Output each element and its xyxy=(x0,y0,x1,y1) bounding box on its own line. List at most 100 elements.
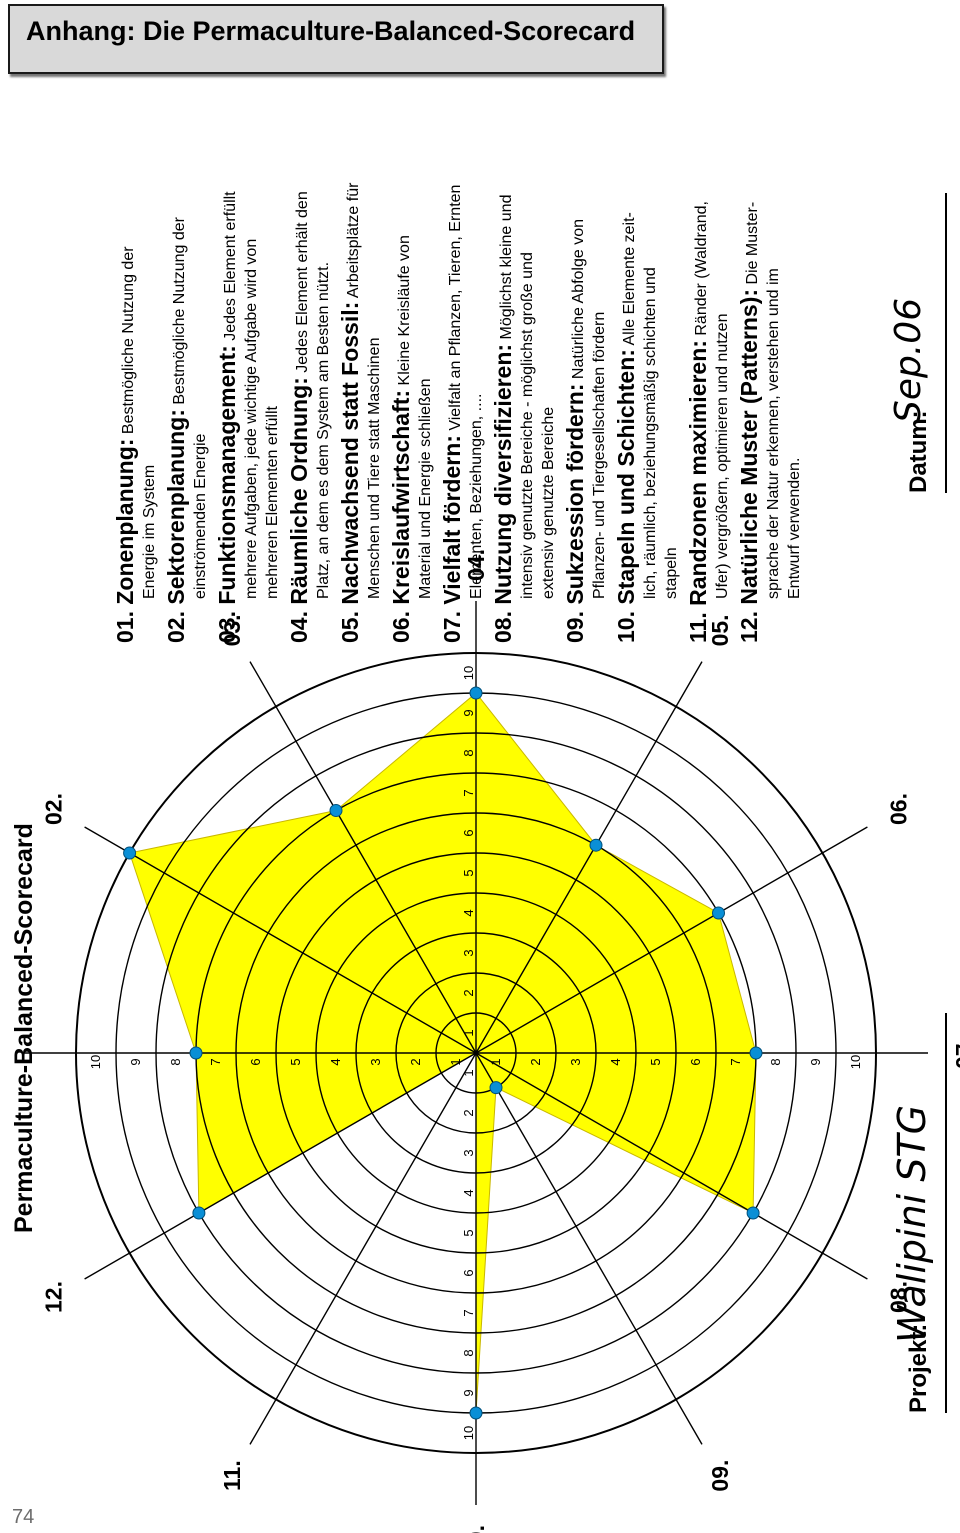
axis-label-8: 08. xyxy=(886,1281,912,1313)
tick-label-4-3: 3 xyxy=(461,949,476,956)
tick-label-7-8: 8 xyxy=(768,1058,783,1065)
legend-heading: 03. Funktionsmanagement: xyxy=(214,345,240,643)
tick-label-1-5: 5 xyxy=(288,1058,303,1065)
date-underline xyxy=(945,193,947,493)
tick-label-4-1: 1 xyxy=(461,1029,476,1036)
tick-label-1-8: 8 xyxy=(168,1058,183,1065)
tick-label-4-9: 9 xyxy=(461,709,476,716)
legend-first-line: 09. Sukzession fördern: Natürliche Abfol… xyxy=(562,123,589,643)
project-underline xyxy=(945,1013,947,1413)
legend-first-line: 07. Vielfalt fördern: Vielfalt an Pflanz… xyxy=(439,123,466,643)
tick-label-10-2: 2 xyxy=(461,1109,476,1116)
legend-description: Bestmögliche Nutzung der xyxy=(171,217,188,410)
legend-description: Elementen, Beziehungen, .... xyxy=(468,393,485,599)
spoke-2 xyxy=(84,826,477,1054)
legend-item: 12. Natürliche Muster (Patterns): Die Mu… xyxy=(736,123,805,643)
legend-heading: 12. Natürliche Muster (Patterns): xyxy=(736,288,762,643)
spoke-12 xyxy=(84,1052,477,1280)
score-marker-10 xyxy=(469,1406,483,1420)
legend-description: Menschen und Tiere statt Maschinen xyxy=(366,337,383,599)
tick-label-7-4: 4 xyxy=(608,1058,623,1065)
tick-label-1-6: 6 xyxy=(248,1058,263,1065)
tick-label-10-7: 7 xyxy=(461,1309,476,1316)
legend-description: lich, räumlich, beziehungsmäßig schichte… xyxy=(642,267,659,599)
legend-item: 03. Funktionsmanagement: Jedes Element e… xyxy=(214,123,283,643)
legend-first-line: 12. Natürliche Muster (Patterns): Die Mu… xyxy=(736,123,763,643)
legend-first-line: 04. Räumliche Ordnung: Jedes Element erh… xyxy=(286,123,313,643)
legend-heading: 10. Stapeln und Schichten: xyxy=(613,349,639,643)
tick-label-7-1: 1 xyxy=(488,1058,503,1065)
criteria-legend: 01. Zonenplanung: Bestmögliche Nutzung d… xyxy=(112,123,811,643)
axis-label-1: 01. xyxy=(0,1037,1,1069)
legend-item: 11. Randzonen maximieren: Ränder (Waldra… xyxy=(685,123,733,643)
page-title: Anhang: Die Permaculture-Balanced-Scorec… xyxy=(26,16,636,46)
axis-label-10: 10. xyxy=(463,1525,489,1533)
tick-label-4-7: 7 xyxy=(461,789,476,796)
score-marker-12 xyxy=(192,1206,206,1220)
legend-item: 09. Sukzession fördern: Natürliche Abfol… xyxy=(562,123,610,643)
legend-description: einströmenden Energie xyxy=(192,433,209,599)
legend-description: mehreren Elementen erfüllt xyxy=(264,406,281,599)
page-number: 74 xyxy=(12,1506,35,1528)
legend-heading: 06. Kreislaufwirtschaft: xyxy=(388,389,414,643)
legend-first-line: 01. Zonenplanung: Bestmögliche Nutzung d… xyxy=(112,123,139,643)
legend-item: 08. Nutzung diversifizieren: Möglichst k… xyxy=(490,123,559,643)
tick-label-10-6: 6 xyxy=(461,1269,476,1276)
legend-description: Energie im System xyxy=(141,464,158,599)
tick-label-10-4: 4 xyxy=(461,1189,476,1196)
legend-description: stapeln xyxy=(663,547,680,599)
score-marker-4 xyxy=(469,686,483,700)
tick-label-1-4: 4 xyxy=(328,1058,343,1065)
spoke-3 xyxy=(249,661,477,1054)
axis-label-2: 02. xyxy=(40,793,66,825)
score-marker-3 xyxy=(329,804,343,817)
legend-description: Bestmögliche Nutzung der xyxy=(120,246,137,439)
scorecard-sheet: 1 2 3 4 5 6 7 8 9 10 1 2 3 4 5 6 7 8 9 10 1 2 3 4 5 6 7 8 9 10 1 2 3 4 5 6 7… xyxy=(0,93,960,1533)
tick-label-7-3: 3 xyxy=(568,1058,583,1065)
legend-heading: 05. Nachwachsend statt Fossil: xyxy=(337,301,363,643)
score-marker-8 xyxy=(746,1206,760,1220)
page-header: Anhang: Die Permaculture-Balanced-Scorec… xyxy=(8,4,664,74)
date-value: Sep.06 xyxy=(888,297,929,423)
legend-first-line: 03. Funktionsmanagement: Jedes Element e… xyxy=(214,123,241,643)
tick-label-7-2: 2 xyxy=(528,1058,543,1065)
axis-label-12: 12. xyxy=(40,1281,66,1313)
tick-label-10-8: 8 xyxy=(461,1349,476,1356)
axis-label-5: 05. xyxy=(707,614,733,646)
legend-first-line: 11. Randzonen maximieren: Ränder (Waldra… xyxy=(685,123,712,643)
axis-label-11: 11. xyxy=(219,1460,245,1491)
score-marker-9 xyxy=(489,1081,503,1095)
legend-description: Jedes Element erfüllt xyxy=(222,191,239,346)
legend-first-line: 10. Stapeln und Schichten: Alle Elemente… xyxy=(613,123,640,643)
tick-label-4-2: 2 xyxy=(461,989,476,996)
legend-heading: 07. Vielfalt fördern: xyxy=(439,435,465,643)
tick-label-1-2: 2 xyxy=(408,1058,423,1065)
legend-description: Platz, an dem es dem System am Besten nü… xyxy=(315,261,332,599)
legend-item: 02. Sektorenplanung: Bestmögliche Nutzun… xyxy=(163,123,211,643)
legend-description: Möglichst kleine und xyxy=(498,194,515,344)
chart-title: Permaculture-Balanced-Scorecard xyxy=(10,823,38,1233)
project-value: Walipini STG xyxy=(890,1104,934,1343)
legend-heading: 01. Zonenplanung: xyxy=(112,438,138,643)
axis-label-9: 09. xyxy=(707,1460,733,1492)
legend-description: Entwurf verwenden. xyxy=(786,457,803,599)
tick-label-1-3: 3 xyxy=(368,1058,383,1065)
legend-description: Alle Elemente zeit- xyxy=(621,212,638,350)
tick-label-1-10: 10 xyxy=(88,1055,103,1069)
legend-first-line: 06. Kreislaufwirtschaft: Kleine Kreisläu… xyxy=(388,123,415,643)
legend-item: 07. Vielfalt fördern: Vielfalt an Pflanz… xyxy=(439,123,487,643)
score-marker-6 xyxy=(712,906,725,920)
axis-label-4: 04. xyxy=(463,549,489,581)
axis-label-7: 07. xyxy=(951,1037,960,1069)
tick-label-7-5: 5 xyxy=(648,1058,663,1065)
legend-description: Natürliche Abfolge von xyxy=(570,218,587,384)
legend-description: Arbeitsplätze für xyxy=(345,182,362,302)
legend-description: Pflanzen- und Tiergesellschaften fördern xyxy=(591,311,608,599)
tick-label-10-3: 3 xyxy=(461,1149,476,1156)
legend-heading: 04. Räumliche Ordnung: xyxy=(286,377,312,643)
tick-label-7-7: 7 xyxy=(728,1058,743,1065)
spoke-11 xyxy=(249,1052,477,1445)
tick-label-4-6: 6 xyxy=(461,829,476,836)
tick-label-7-6: 6 xyxy=(688,1058,703,1065)
tick-label-10-5: 5 xyxy=(461,1229,476,1236)
